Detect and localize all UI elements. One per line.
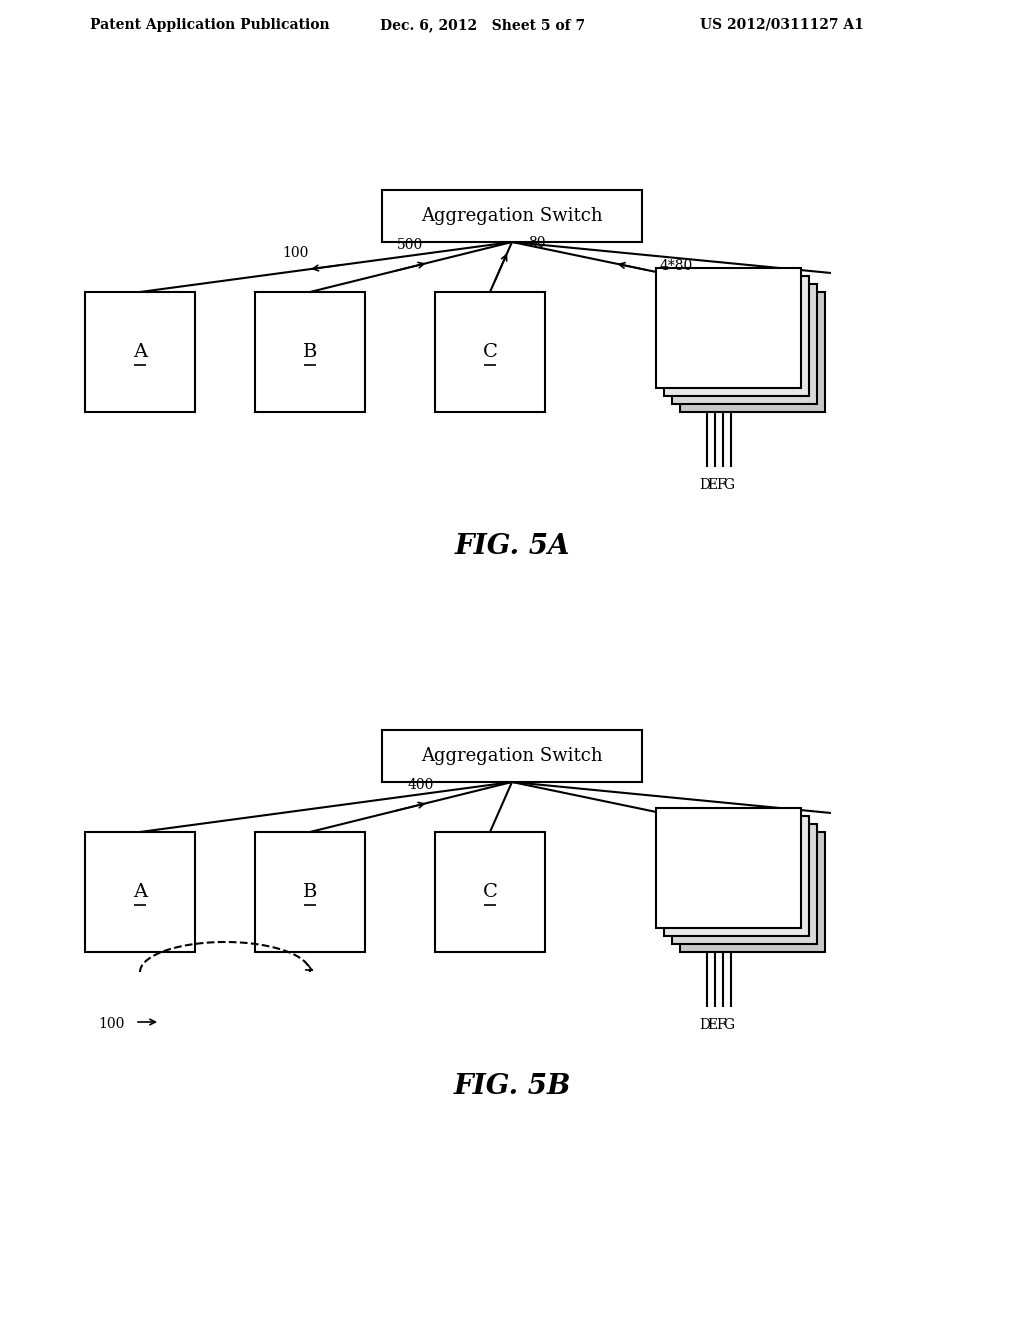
- Text: A: A: [133, 343, 147, 360]
- Bar: [85, 832, 195, 952]
- Text: B: B: [303, 343, 317, 360]
- Bar: [680, 292, 825, 412]
- Text: C: C: [482, 883, 498, 902]
- Text: 100: 100: [283, 246, 309, 260]
- Bar: [672, 824, 817, 944]
- Bar: [85, 292, 195, 412]
- Text: F: F: [716, 1018, 726, 1032]
- Text: FIG. 5A: FIG. 5A: [455, 533, 569, 561]
- Text: Aggregation Switch: Aggregation Switch: [421, 207, 603, 224]
- Text: 400: 400: [408, 777, 433, 792]
- Text: D: D: [699, 478, 711, 492]
- Text: US 2012/0311127 A1: US 2012/0311127 A1: [700, 18, 864, 32]
- Text: 100: 100: [98, 1016, 125, 1031]
- Bar: [255, 292, 365, 412]
- Text: D: D: [699, 1018, 711, 1032]
- Bar: [680, 832, 825, 952]
- Text: 4*80: 4*80: [659, 259, 693, 273]
- Bar: [435, 832, 545, 952]
- Text: B: B: [303, 883, 317, 902]
- Text: Aggregation Switch: Aggregation Switch: [421, 747, 603, 766]
- Bar: [664, 816, 809, 936]
- Text: A: A: [133, 883, 147, 902]
- Text: E: E: [708, 1018, 718, 1032]
- Text: FIG. 5B: FIG. 5B: [454, 1073, 570, 1101]
- Text: 80: 80: [528, 235, 546, 249]
- Bar: [382, 190, 642, 242]
- Bar: [664, 276, 809, 396]
- Text: G: G: [723, 478, 734, 492]
- Text: C: C: [482, 343, 498, 360]
- Text: 500: 500: [397, 238, 424, 252]
- Bar: [656, 268, 801, 388]
- Text: Patent Application Publication: Patent Application Publication: [90, 18, 330, 32]
- Bar: [672, 284, 817, 404]
- Bar: [255, 832, 365, 952]
- Text: F: F: [716, 478, 726, 492]
- Bar: [435, 292, 545, 412]
- Text: E: E: [708, 478, 718, 492]
- Text: G: G: [723, 1018, 734, 1032]
- Bar: [382, 730, 642, 781]
- Bar: [656, 808, 801, 928]
- Text: Dec. 6, 2012   Sheet 5 of 7: Dec. 6, 2012 Sheet 5 of 7: [380, 18, 585, 32]
